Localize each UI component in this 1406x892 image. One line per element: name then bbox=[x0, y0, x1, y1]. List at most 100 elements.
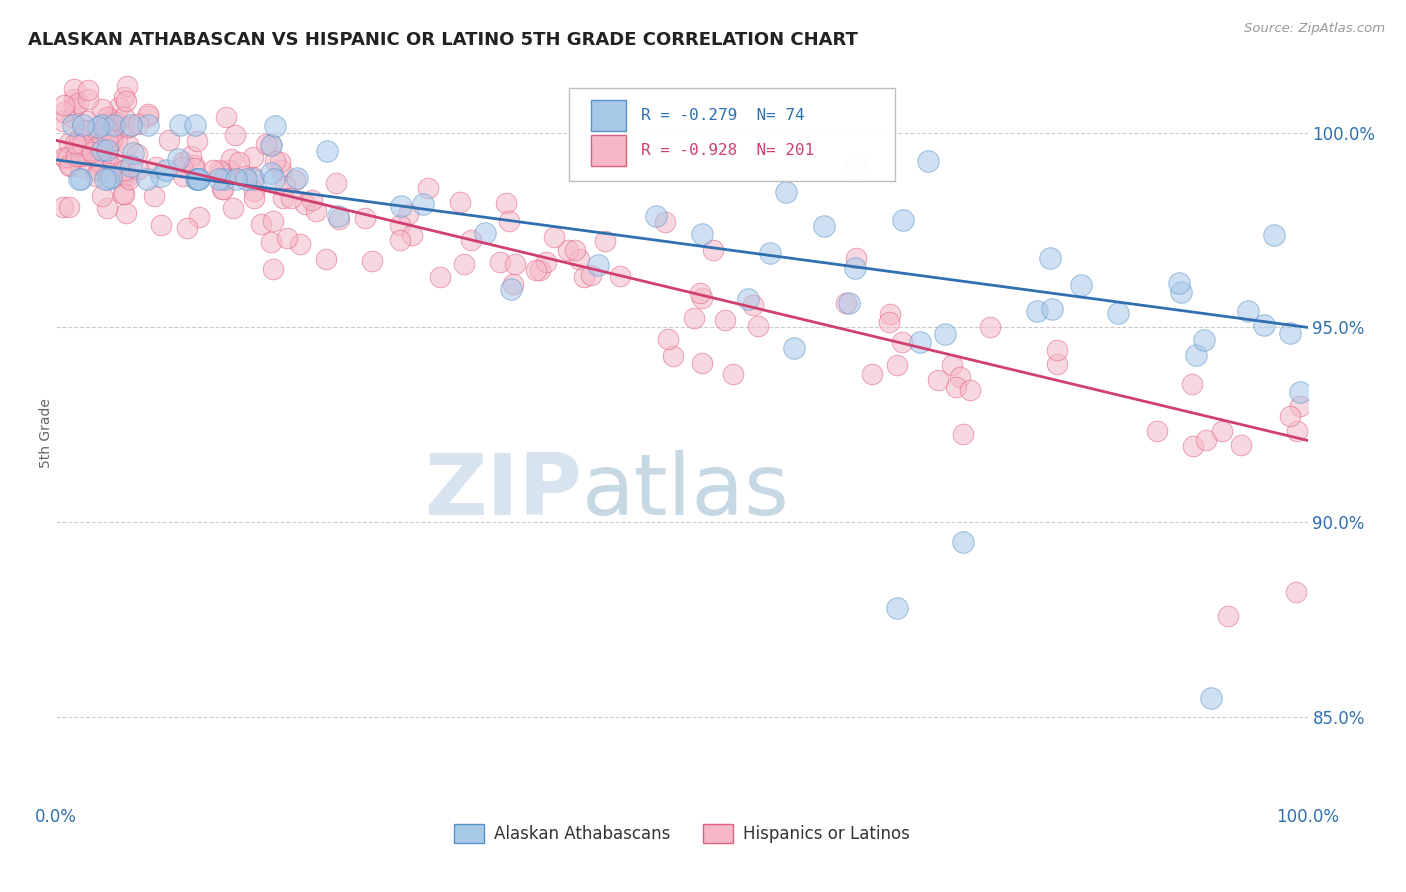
Point bbox=[87, 162, 110, 177]
Point bbox=[187, 172, 209, 186]
Point bbox=[77, 83, 100, 97]
Point bbox=[122, 146, 145, 161]
Point bbox=[91, 144, 114, 158]
Point bbox=[742, 298, 765, 312]
Point bbox=[69, 149, 91, 163]
Point bbox=[157, 133, 180, 147]
Point bbox=[105, 114, 128, 128]
Text: ZIP: ZIP bbox=[425, 450, 582, 533]
Point bbox=[183, 158, 205, 172]
Point bbox=[354, 211, 377, 226]
Bar bbox=[591, 135, 626, 166]
Point bbox=[67, 150, 90, 164]
Point bbox=[184, 172, 207, 186]
Point bbox=[949, 369, 972, 384]
Point bbox=[891, 335, 914, 350]
Point bbox=[70, 172, 93, 186]
Point bbox=[1185, 348, 1208, 362]
Point bbox=[72, 118, 94, 132]
Point bbox=[96, 127, 118, 141]
Point bbox=[183, 161, 205, 176]
Point bbox=[58, 136, 80, 150]
Point bbox=[127, 162, 149, 177]
Point bbox=[235, 172, 257, 186]
Point bbox=[208, 172, 231, 186]
Point bbox=[91, 189, 114, 203]
Point bbox=[959, 383, 981, 397]
Point bbox=[65, 149, 87, 163]
Point bbox=[396, 207, 419, 221]
Point bbox=[219, 152, 242, 166]
Point bbox=[389, 199, 412, 213]
Point bbox=[180, 149, 202, 163]
Point bbox=[69, 160, 91, 174]
Point bbox=[125, 147, 148, 161]
Point bbox=[96, 202, 118, 216]
Point bbox=[93, 120, 115, 135]
Point bbox=[80, 145, 103, 160]
Point bbox=[77, 123, 100, 137]
Point bbox=[169, 118, 191, 132]
Point bbox=[1278, 409, 1301, 423]
Point bbox=[103, 120, 125, 134]
Point bbox=[172, 169, 194, 183]
Point bbox=[1211, 424, 1233, 438]
Point bbox=[112, 169, 135, 183]
Point bbox=[1253, 318, 1275, 332]
Point bbox=[215, 111, 238, 125]
Point bbox=[107, 100, 129, 114]
Point bbox=[186, 134, 208, 148]
Point bbox=[1026, 304, 1049, 318]
Point bbox=[264, 153, 287, 168]
Point bbox=[572, 269, 595, 284]
Point bbox=[588, 258, 610, 272]
Point bbox=[97, 146, 120, 161]
Point bbox=[747, 318, 769, 333]
Point bbox=[105, 133, 128, 147]
Point bbox=[52, 97, 75, 112]
Point bbox=[63, 136, 86, 150]
Point bbox=[1289, 399, 1312, 413]
Point bbox=[315, 252, 337, 266]
Point bbox=[783, 342, 806, 356]
Point bbox=[76, 114, 98, 128]
Point bbox=[260, 137, 283, 152]
Point bbox=[58, 158, 80, 172]
Point bbox=[593, 235, 616, 249]
Point bbox=[690, 356, 713, 370]
Point bbox=[53, 104, 76, 119]
Point bbox=[503, 257, 526, 271]
Point bbox=[287, 171, 309, 186]
Point bbox=[79, 143, 101, 157]
Point bbox=[67, 132, 90, 146]
Point bbox=[242, 172, 264, 186]
Point bbox=[221, 202, 243, 216]
Point bbox=[429, 270, 451, 285]
Point bbox=[218, 163, 240, 178]
Point bbox=[690, 292, 713, 306]
Point bbox=[263, 172, 285, 186]
Point bbox=[86, 140, 108, 154]
Text: atlas: atlas bbox=[582, 450, 790, 533]
Point bbox=[264, 119, 287, 133]
Point bbox=[243, 184, 266, 198]
Text: Source: ZipAtlas.com: Source: ZipAtlas.com bbox=[1244, 22, 1385, 36]
Point bbox=[225, 172, 247, 186]
Point bbox=[98, 135, 121, 149]
Point bbox=[835, 296, 858, 310]
Point bbox=[845, 251, 868, 265]
Point bbox=[87, 156, 110, 170]
Point bbox=[557, 244, 579, 258]
Point bbox=[543, 229, 565, 244]
Point bbox=[114, 166, 136, 180]
Point bbox=[96, 130, 118, 145]
Point bbox=[328, 211, 350, 226]
Point bbox=[167, 153, 190, 167]
Point bbox=[388, 233, 411, 247]
Point bbox=[214, 172, 236, 186]
Point bbox=[62, 82, 84, 96]
Point bbox=[325, 176, 347, 190]
Point bbox=[250, 217, 273, 231]
Point bbox=[1192, 333, 1215, 347]
Point bbox=[100, 160, 122, 174]
